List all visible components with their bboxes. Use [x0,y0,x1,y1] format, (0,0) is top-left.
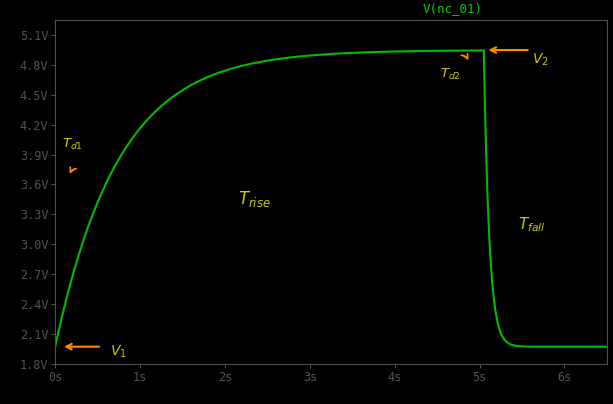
Text: $T_{d2}$: $T_{d2}$ [440,67,460,82]
Text: $T_{rise}$: $T_{rise}$ [238,189,270,209]
Text: $T_{fall}$: $T_{fall}$ [518,215,545,234]
Text: $V_1$: $V_1$ [110,343,127,360]
Text: $T_{d1}$: $T_{d1}$ [62,137,83,152]
Text: V(nc_01): V(nc_01) [422,2,482,15]
Text: $V_2$: $V_2$ [532,52,549,68]
